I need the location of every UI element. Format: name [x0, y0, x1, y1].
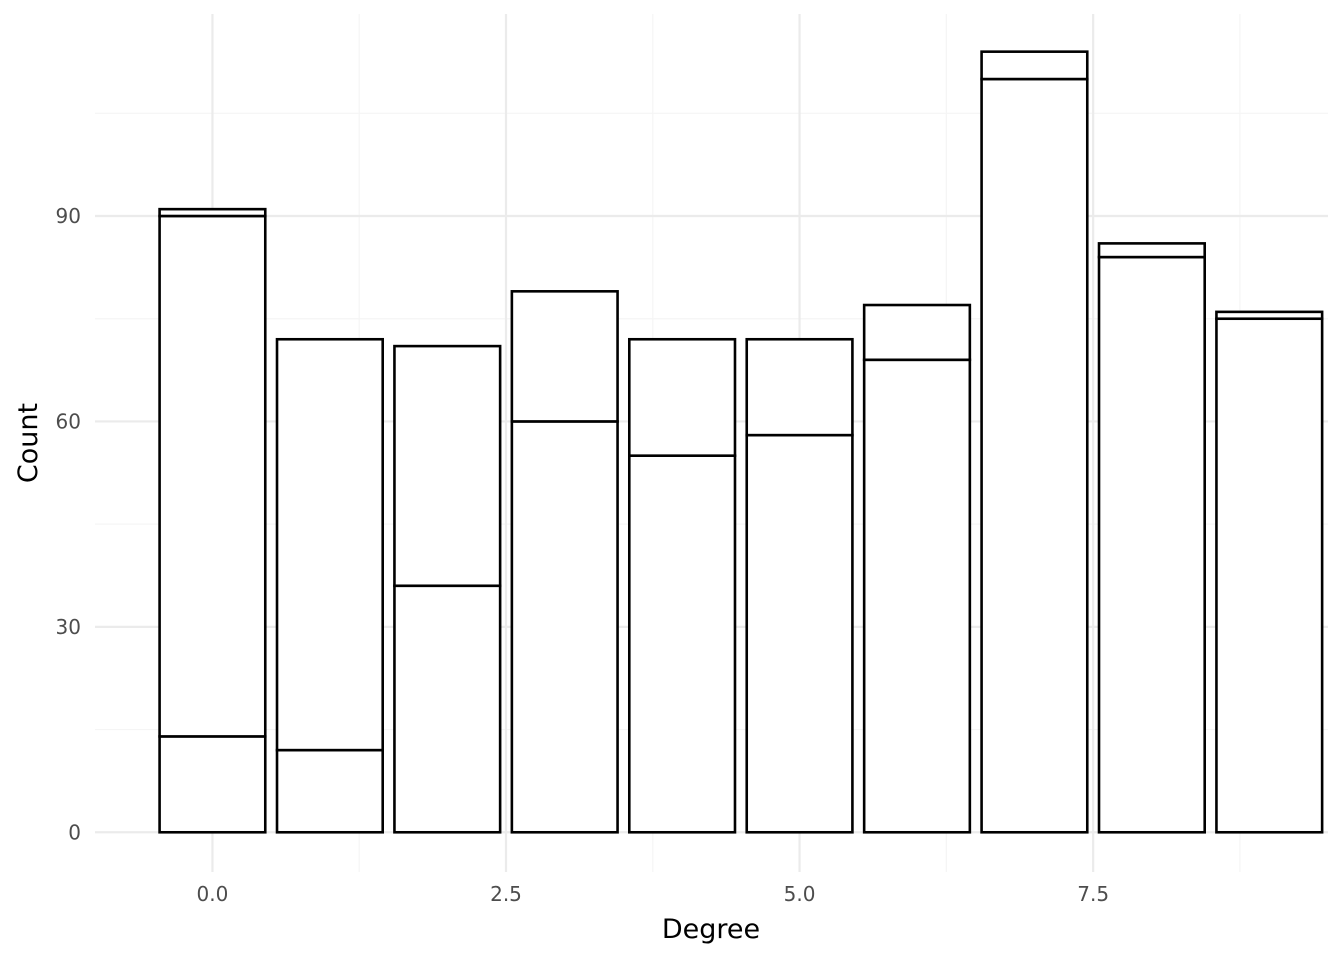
bar-segment	[862, 303, 972, 362]
bar-segment	[980, 77, 1089, 834]
bar-segment	[275, 337, 384, 752]
x-tick-label: 0.0	[197, 882, 229, 906]
bar-segment	[158, 214, 267, 738]
x-tick-label: 5.0	[784, 882, 816, 906]
bar-segment	[510, 420, 619, 834]
bar-segment	[1097, 255, 1206, 834]
bar-segment	[627, 454, 737, 834]
bar-segment	[745, 337, 854, 437]
y-tick-label: 30	[56, 615, 81, 639]
bar-segment	[1215, 310, 1324, 321]
bar-segment	[980, 50, 1089, 81]
bar-segment	[158, 207, 267, 218]
bar-segment	[275, 748, 384, 834]
bar-segment	[393, 344, 502, 588]
x-tick-labels: 0.0 2.5 5.0 7.5	[197, 882, 1110, 906]
y-tick-label: 0	[68, 820, 81, 844]
x-tick-label: 2.5	[490, 882, 522, 906]
bar-segment	[862, 358, 972, 834]
y-tick-labels: 0 30 60 90	[56, 204, 81, 844]
bar-segment	[510, 290, 619, 423]
bar-segment	[393, 584, 502, 834]
x-axis-title: Degree	[662, 914, 760, 945]
x-tick-label: 7.5	[1077, 882, 1109, 906]
bar-segment	[1215, 317, 1324, 834]
y-tick-label: 60	[56, 409, 81, 433]
y-axis-title: Count	[13, 403, 44, 483]
bars	[158, 50, 1324, 834]
bar-segment	[627, 337, 737, 457]
y-tick-label: 90	[56, 204, 81, 228]
bar-segment	[745, 433, 854, 834]
bar-segment	[1097, 242, 1206, 259]
bar-segment	[158, 735, 267, 834]
